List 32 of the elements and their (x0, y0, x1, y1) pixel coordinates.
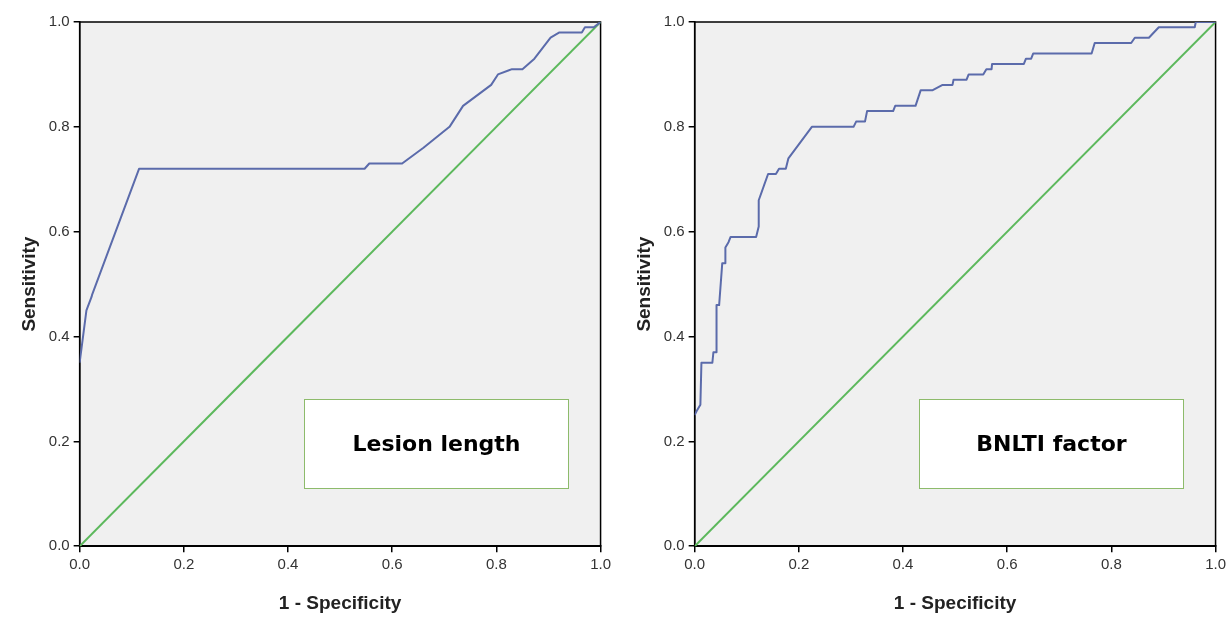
annotation: BNLTI factor (976, 431, 1127, 457)
x-tick-label: 0.6 (996, 555, 1018, 573)
x-axis-title: 1 - Specificity (893, 591, 1017, 613)
y-tick-label: 0.6 (48, 221, 70, 239)
y-tick-label: 0.0 (48, 536, 70, 554)
x-tick-label: 1.0 (590, 555, 611, 573)
x-axis-title: 1 - Specificity (278, 591, 402, 613)
x-tick-label: 0.2 (788, 555, 810, 573)
y-axis-title: Sensitivity (632, 236, 654, 332)
x-tick-label: 0.0 (684, 555, 706, 573)
label-box: BNLTI factor (918, 399, 1185, 489)
y-axis-title: Sensitivity (17, 236, 39, 332)
x-tick-label: 0.8 (485, 555, 507, 573)
x-tick-label: 0.6 (381, 555, 403, 573)
x-tick-label: 0.4 (277, 555, 299, 573)
y-tick-label: 0.0 (663, 536, 685, 554)
y-tick-label: 0.6 (663, 221, 685, 239)
x-tick-label: 0.8 (1100, 555, 1122, 573)
y-tick-label: 0.8 (663, 116, 685, 134)
y-tick-label: 0.8 (48, 116, 70, 134)
label-box: Lesion length (303, 399, 570, 489)
y-tick-label: 0.4 (663, 326, 685, 344)
x-tick-label: 0.2 (173, 555, 195, 573)
x-tick-label: 0.4 (892, 555, 914, 573)
y-tick-label: 0.2 (663, 431, 685, 449)
y-tick-label: 1.0 (48, 12, 70, 30)
annotation: Lesion length (352, 431, 521, 457)
y-tick-label: 0.2 (48, 431, 70, 449)
y-tick-label: 0.4 (48, 326, 70, 344)
y-tick-label: 1.0 (663, 12, 685, 30)
x-tick-label: 0.0 (69, 555, 91, 573)
x-tick-label: 1.0 (1205, 555, 1226, 573)
